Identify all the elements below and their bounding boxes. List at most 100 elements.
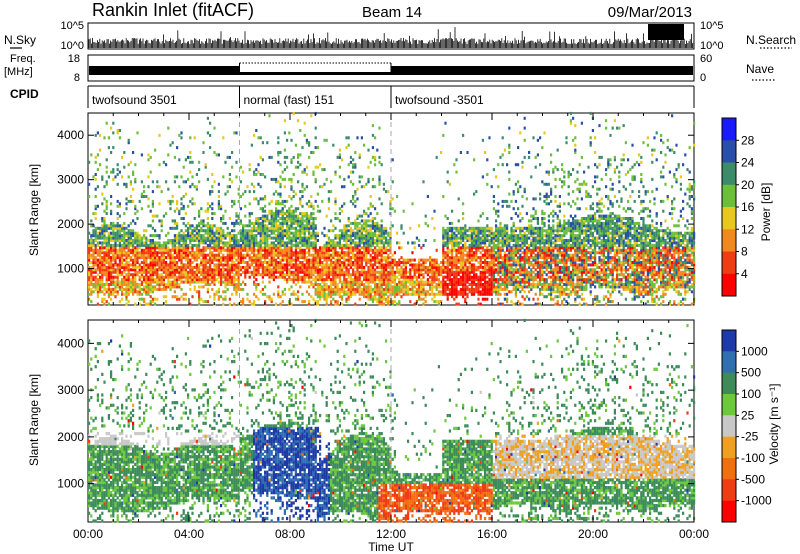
heatmap-cell xyxy=(213,231,216,235)
heatmap-cell xyxy=(275,177,278,181)
heatmap-cell xyxy=(235,253,238,257)
heatmap-cell xyxy=(305,243,308,247)
heatmap-cell xyxy=(162,243,165,247)
heatmap-cell xyxy=(288,287,291,291)
heatmap-cell xyxy=(290,258,293,262)
heatmap-cell xyxy=(132,246,135,250)
heatmap-cell xyxy=(147,197,150,201)
heatmap-cell xyxy=(261,197,264,201)
heatmap-cell xyxy=(189,263,192,267)
heatmap-cell xyxy=(391,300,394,304)
heatmap-cell xyxy=(215,246,218,250)
heatmap-cell xyxy=(92,261,95,264)
heatmap-cell xyxy=(118,258,121,262)
heatmap-cell xyxy=(182,217,185,220)
heatmap-cell xyxy=(231,261,234,264)
heatmap-cell xyxy=(305,246,308,250)
heatmap-cell xyxy=(169,287,172,291)
heatmap-cell xyxy=(297,278,300,282)
heatmap-cell xyxy=(277,219,280,223)
heatmap-cell xyxy=(316,192,319,196)
heatmap-cell xyxy=(374,185,377,189)
heatmap-cell xyxy=(136,256,139,260)
heatmap-cell xyxy=(116,256,119,260)
heatmap-cell xyxy=(145,287,148,291)
heatmap-cell xyxy=(336,283,339,286)
heatmap-cell xyxy=(481,246,484,250)
heatmap-cell xyxy=(222,217,225,220)
heatmap-cell xyxy=(391,158,394,162)
heatmap-cell xyxy=(321,285,324,289)
heatmap-cell xyxy=(202,234,205,238)
heatmap-cell xyxy=(319,185,322,189)
heatmap-cell xyxy=(112,170,115,174)
heatmap-cell xyxy=(220,241,223,245)
heatmap-cell xyxy=(125,182,128,186)
date-title: 09/Mar/2013 xyxy=(608,4,692,21)
heatmap-cell xyxy=(92,268,95,272)
heatmap-cell xyxy=(209,190,212,194)
heatmap-cell xyxy=(134,207,137,211)
heatmap-cell xyxy=(182,234,185,238)
heatmap-cell xyxy=(301,146,304,150)
heatmap-cell xyxy=(189,261,192,264)
heatmap-cell xyxy=(272,243,275,247)
heatmap-cell xyxy=(149,268,152,272)
heatmap-cell xyxy=(246,261,249,264)
heatmap-cell xyxy=(270,217,273,220)
heatmap-cell xyxy=(143,278,146,282)
heatmap-cell xyxy=(209,224,212,228)
heatmap-cell xyxy=(259,261,262,264)
heatmap-cell xyxy=(290,239,293,242)
heatmap-cell xyxy=(334,300,337,304)
heatmap-cell xyxy=(266,229,269,233)
heatmap-cell xyxy=(206,278,209,282)
heatmap-cell xyxy=(129,273,132,277)
heatmap-cell xyxy=(228,155,231,159)
heatmap-cell xyxy=(228,234,231,238)
heatmap-cell xyxy=(222,256,225,260)
heatmap-cell xyxy=(268,114,271,118)
heatmap-cell xyxy=(303,212,306,216)
heatmap-cell xyxy=(121,246,124,250)
heatmap-cell xyxy=(156,273,159,277)
heatmap-cell xyxy=(211,173,214,176)
heatmap-cell xyxy=(261,287,264,291)
heatmap-cell xyxy=(488,278,491,282)
heatmap-cell xyxy=(369,253,372,257)
heatmap-cell xyxy=(125,243,128,247)
heatmap-cell xyxy=(165,180,168,184)
heatmap-cell xyxy=(292,217,295,220)
heatmap-cell xyxy=(358,221,361,225)
heatmap-cell xyxy=(143,251,146,255)
heatmap-cell xyxy=(180,258,183,262)
heatmap-cell xyxy=(360,287,363,291)
heatmap-cell xyxy=(149,280,152,284)
heatmap-cell xyxy=(88,160,91,164)
heatmap-cell xyxy=(327,207,330,211)
heatmap-cell xyxy=(215,268,218,272)
heatmap-cell xyxy=(345,278,348,282)
heatmap-cell xyxy=(294,165,297,169)
heatmap-cell xyxy=(250,258,253,262)
heatmap-cell xyxy=(107,263,110,267)
heatmap-cell xyxy=(484,248,487,252)
heatmap-cell xyxy=(154,263,157,267)
heatmap-cell xyxy=(266,239,269,242)
heatmap-cell xyxy=(189,302,192,306)
heatmap-cell xyxy=(140,275,143,279)
heatmap-cell xyxy=(330,180,333,184)
heatmap-cell xyxy=(255,283,258,286)
heatmap-cell xyxy=(283,221,286,225)
heatmap-cell xyxy=(413,263,416,267)
heatmap-cell xyxy=(490,185,493,189)
heatmap-cell xyxy=(116,224,119,228)
heatmap-cell xyxy=(297,207,300,211)
heatmap-cell xyxy=(415,287,418,291)
heatmap-cell xyxy=(198,180,201,184)
heatmap-cell xyxy=(138,302,141,306)
heatmap-cell xyxy=(305,217,308,220)
heatmap-cell xyxy=(248,214,251,218)
heatmap-cell xyxy=(184,246,187,250)
heatmap-cell xyxy=(226,280,229,284)
